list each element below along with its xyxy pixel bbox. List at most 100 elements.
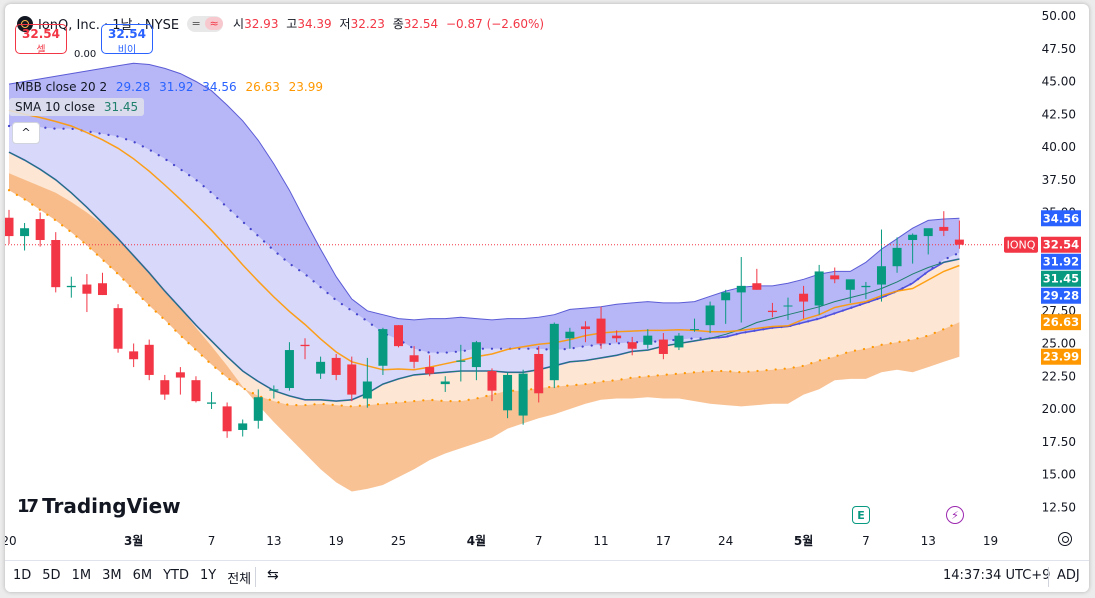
candle-body[interactable] xyxy=(253,397,263,421)
candle-body[interactable] xyxy=(503,374,513,411)
candle-body[interactable] xyxy=(939,226,949,231)
candle-body[interactable] xyxy=(876,266,886,285)
buy-button[interactable]: 32.54 비이 xyxy=(101,24,153,56)
candle-body[interactable] xyxy=(160,380,170,395)
candle-body[interactable] xyxy=(814,271,824,306)
candle-body[interactable] xyxy=(113,308,123,349)
candle-body[interactable] xyxy=(284,350,294,389)
candle-body[interactable] xyxy=(612,335,622,339)
period-1y[interactable]: 1Y xyxy=(199,568,217,583)
split-event-icon[interactable]: ⚡ xyxy=(946,506,964,524)
candle-body[interactable] xyxy=(658,339,668,354)
candle-body[interactable] xyxy=(580,326,590,330)
sma-legend[interactable]: SMA 10 close 31.45 xyxy=(9,98,145,116)
candle-body[interactable] xyxy=(222,406,232,432)
candle-body[interactable] xyxy=(705,305,715,326)
candle-body[interactable] xyxy=(394,325,403,347)
candle-body[interactable] xyxy=(518,373,528,416)
candle-body[interactable] xyxy=(830,275,840,280)
clock[interactable]: 14:37:34 UTC+9 xyxy=(943,568,1051,583)
price-tag-label: 34.56 xyxy=(1043,211,1079,225)
candle-body[interactable] xyxy=(736,285,746,293)
candle-body[interactable] xyxy=(799,293,809,302)
earnings-event-icon[interactable]: E xyxy=(852,506,870,524)
high-value: 34.39 xyxy=(297,17,332,31)
candle-body[interactable] xyxy=(752,283,762,290)
candle-body[interactable] xyxy=(409,355,419,362)
candle-body[interactable] xyxy=(331,357,341,375)
tradingview-logo[interactable]: 17 TradingView xyxy=(17,494,181,518)
candle-body[interactable] xyxy=(144,344,154,375)
candle-body[interactable] xyxy=(238,423,248,430)
candle-body[interactable] xyxy=(300,344,310,347)
candle-body[interactable] xyxy=(20,228,30,237)
candle-body[interactable] xyxy=(487,371,497,391)
symbol-title[interactable]: IonQ, Inc. · 1날 · NYSE xyxy=(38,18,180,33)
candle-body[interactable] xyxy=(425,367,435,374)
symbol-header: IonQ, Inc. · 1날 · NYSE = ≈ 시32.93 고34.39… xyxy=(17,14,548,33)
candle-body[interactable] xyxy=(783,305,793,307)
candle-body[interactable] xyxy=(767,310,777,313)
x-tick-label: 25 xyxy=(391,534,406,548)
candle-body[interactable] xyxy=(534,353,544,394)
bb-basis-dotted-line xyxy=(7,124,961,354)
candle-body[interactable] xyxy=(378,329,388,366)
candle-body[interactable] xyxy=(191,380,201,402)
candle-body[interactable] xyxy=(440,381,450,385)
bb-value-5: 23.99 xyxy=(288,80,324,94)
open-value: 32.93 xyxy=(244,17,279,31)
candle-body[interactable] xyxy=(892,247,902,267)
candle-body[interactable] xyxy=(35,219,45,241)
candle-body[interactable] xyxy=(690,329,700,331)
adj-toggle[interactable]: ADJ xyxy=(1057,568,1080,583)
candle-body[interactable] xyxy=(362,381,372,399)
period-1m[interactable]: 1M xyxy=(71,568,92,583)
candle-body[interactable] xyxy=(845,279,855,290)
candle-body[interactable] xyxy=(5,217,14,237)
candle-body[interactable] xyxy=(861,285,871,288)
period-6m[interactable]: 6M xyxy=(132,568,153,583)
candle-body[interactable] xyxy=(596,318,606,344)
candle-body[interactable] xyxy=(643,335,653,345)
period-3m[interactable]: 3M xyxy=(102,568,122,583)
collapse-legend-button[interactable]: ^ xyxy=(12,122,40,144)
period-all[interactable]: 전체 xyxy=(227,572,252,587)
price-chart[interactable]: 50.0047.5045.0042.5040.0037.5035.0032.50… xyxy=(5,4,1089,560)
candle-body[interactable] xyxy=(269,389,279,391)
bb-legend[interactable]: MBB close 20 2 29.28 31.92 34.56 26.63 2… xyxy=(9,78,329,96)
market-status-toggle[interactable]: = ≈ xyxy=(187,15,224,32)
price-tag-label: 29.28 xyxy=(1043,289,1079,303)
candle-body[interactable] xyxy=(82,284,92,294)
period-ytd[interactable]: YTD xyxy=(163,568,189,583)
compare-icon[interactable]: ⇆ xyxy=(267,567,279,583)
candle-body[interactable] xyxy=(908,234,918,241)
candle-body[interactable] xyxy=(456,360,466,362)
candle-body[interactable] xyxy=(51,240,61,288)
candle-body[interactable] xyxy=(175,372,185,378)
candle-body[interactable] xyxy=(549,323,559,381)
orange-mid-line xyxy=(8,109,960,371)
period-1d[interactable]: 1D xyxy=(13,568,32,583)
candle-body[interactable] xyxy=(316,361,326,374)
candle-body[interactable] xyxy=(627,342,637,349)
candle-body[interactable] xyxy=(565,331,575,339)
sell-button[interactable]: 32.54 셀 xyxy=(15,24,67,56)
symbol-tag-label: IONQ xyxy=(1007,239,1036,252)
candle-body[interactable] xyxy=(954,239,964,245)
y-tick-label: 22.50 xyxy=(1042,369,1076,383)
bb-value-2: 31.92 xyxy=(159,80,194,94)
equal-icon: = xyxy=(191,17,201,30)
candle-body[interactable] xyxy=(721,292,731,301)
sell-price: 32.54 xyxy=(22,27,60,41)
candle-body[interactable] xyxy=(66,285,76,288)
candle-body[interactable] xyxy=(471,342,481,368)
candle-body[interactable] xyxy=(347,364,357,395)
candle-body[interactable] xyxy=(674,335,684,348)
candle-body[interactable] xyxy=(207,402,217,404)
candle-body[interactable] xyxy=(923,228,933,237)
gear-icon[interactable] xyxy=(1058,532,1072,546)
period-5d[interactable]: 5D xyxy=(42,568,61,583)
buy-price: 32.54 xyxy=(108,27,146,41)
candle-body[interactable] xyxy=(129,351,139,360)
candle-body[interactable] xyxy=(97,283,107,296)
